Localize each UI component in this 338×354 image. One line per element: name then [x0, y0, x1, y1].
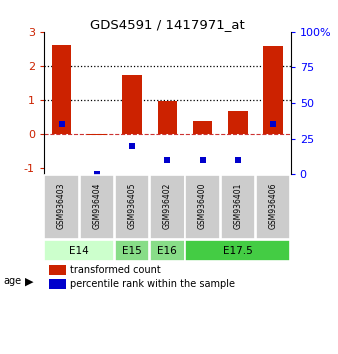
Bar — [122, 75, 142, 133]
Text: E17.5: E17.5 — [223, 246, 253, 256]
Bar — [193, 121, 212, 133]
Point — [94, 171, 99, 177]
FancyBboxPatch shape — [185, 240, 290, 261]
Text: E14: E14 — [69, 246, 89, 256]
Text: ▶: ▶ — [25, 276, 34, 286]
FancyBboxPatch shape — [256, 175, 290, 239]
Point — [129, 143, 135, 149]
Point — [165, 157, 170, 163]
Text: percentile rank within the sample: percentile rank within the sample — [70, 279, 235, 289]
Text: E15: E15 — [122, 246, 142, 256]
Text: age: age — [3, 276, 22, 286]
FancyBboxPatch shape — [220, 175, 255, 239]
FancyBboxPatch shape — [115, 240, 149, 261]
Point — [270, 122, 276, 127]
Text: GSM936405: GSM936405 — [127, 182, 137, 229]
FancyBboxPatch shape — [150, 240, 185, 261]
Bar — [49, 279, 66, 289]
Text: GSM936400: GSM936400 — [198, 182, 207, 229]
Text: GSM936404: GSM936404 — [92, 182, 101, 229]
FancyBboxPatch shape — [115, 175, 149, 239]
FancyBboxPatch shape — [79, 175, 114, 239]
FancyBboxPatch shape — [150, 175, 185, 239]
Text: E16: E16 — [158, 246, 177, 256]
Bar — [49, 265, 66, 275]
Bar — [52, 45, 71, 133]
Bar — [87, 133, 106, 135]
Text: transformed count: transformed count — [70, 265, 161, 275]
Bar — [228, 110, 247, 133]
Text: GSM936401: GSM936401 — [233, 182, 242, 229]
Point — [59, 122, 64, 127]
FancyBboxPatch shape — [44, 240, 114, 261]
Text: GSM936403: GSM936403 — [57, 182, 66, 229]
FancyBboxPatch shape — [44, 175, 79, 239]
FancyBboxPatch shape — [185, 175, 220, 239]
Point — [200, 157, 205, 163]
Bar — [263, 46, 283, 133]
Text: GSM936402: GSM936402 — [163, 182, 172, 229]
Point — [235, 157, 241, 163]
Title: GDS4591 / 1417971_at: GDS4591 / 1417971_at — [90, 18, 245, 31]
Text: GSM936406: GSM936406 — [269, 182, 277, 229]
Bar — [158, 101, 177, 133]
